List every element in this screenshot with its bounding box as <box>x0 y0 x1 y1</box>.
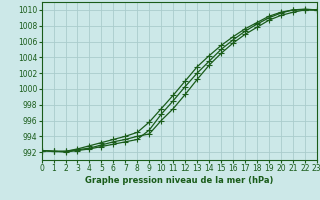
X-axis label: Graphe pression niveau de la mer (hPa): Graphe pression niveau de la mer (hPa) <box>85 176 273 185</box>
